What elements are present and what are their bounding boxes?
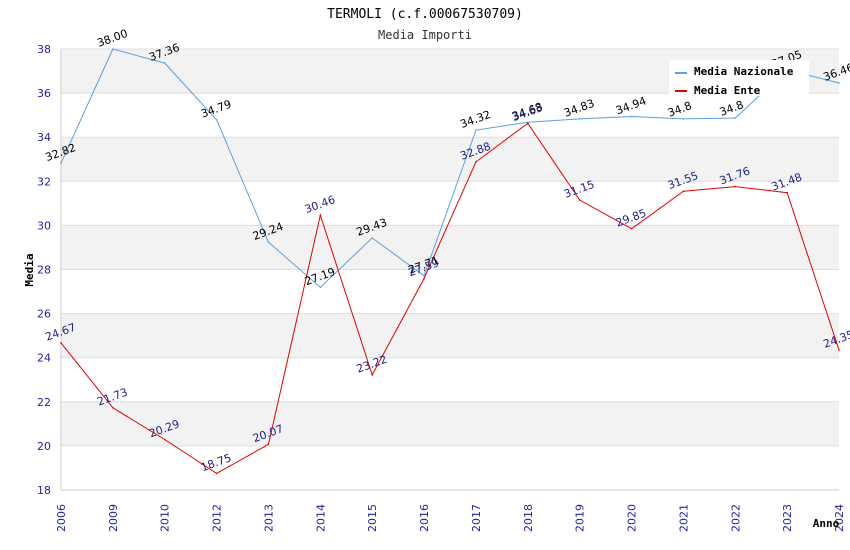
y-tick-label: 34 [37, 131, 51, 144]
x-tick-label: 2019 [574, 504, 587, 532]
y-tick-label: 18 [37, 484, 51, 497]
y-tick-label: 26 [37, 308, 51, 321]
legend-box [669, 60, 809, 96]
y-tick-label: 38 [37, 43, 51, 56]
x-tick-label: 2013 [262, 504, 275, 532]
data-point [734, 185, 737, 188]
x-tick-label: 2018 [522, 504, 535, 532]
data-label: 38.00 [95, 27, 129, 50]
data-point [475, 129, 477, 131]
data-point [682, 190, 685, 193]
x-tick-label: 2017 [470, 504, 483, 532]
data-point [163, 438, 166, 441]
x-tick-label: 2024 [833, 504, 846, 532]
data-point [734, 117, 737, 119]
data-label: 34.79 [199, 98, 233, 121]
x-tick-label: 2010 [159, 504, 172, 532]
data-point [786, 191, 788, 194]
x-tick-label: 2006 [55, 504, 68, 532]
data-point [112, 406, 114, 409]
series-line-1 [60, 122, 840, 475]
x-tick-label: 2015 [366, 504, 379, 532]
y-axis-label: Media [23, 253, 36, 286]
data-point [578, 199, 581, 201]
plot-band [61, 313, 839, 358]
data-point [423, 277, 425, 280]
data-point [630, 227, 633, 230]
series-line-0 [60, 48, 840, 289]
data-label: 30.46 [303, 193, 337, 216]
y-tick-label: 32 [37, 175, 51, 188]
data-point [527, 122, 529, 125]
data-point [163, 62, 166, 64]
y-tick-label: 22 [37, 396, 51, 409]
x-axis-label: Anno [813, 517, 840, 530]
data-point [838, 82, 840, 84]
data-label: 18.75 [199, 451, 233, 474]
data-point [319, 214, 322, 217]
y-tick-label: 24 [37, 352, 51, 365]
plot-band [61, 137, 839, 182]
plot-band [61, 401, 839, 446]
chart-subtitle: Media Importi [378, 28, 472, 42]
legend-label-nazionale: Media Nazionale [694, 65, 794, 78]
data-label: 34.94 [614, 94, 648, 117]
data-point [371, 237, 374, 239]
x-tick-label: 2014 [314, 504, 327, 532]
x-tick-label: 2016 [418, 504, 431, 532]
data-label: 34.83 [562, 97, 596, 120]
x-tick-label: 2020 [626, 504, 639, 532]
chart-title: TERMOLI (c.f.00067530709) [327, 7, 523, 22]
legend-label-ente: Media Ente [694, 84, 761, 97]
y-tick-label: 30 [37, 219, 51, 232]
data-point [60, 162, 62, 165]
x-tick-label: 2012 [211, 504, 224, 532]
data-label: 34.8 [718, 98, 745, 119]
gridlines [61, 48, 839, 491]
data-point [578, 118, 581, 120]
data-point [630, 115, 633, 118]
series-layer [60, 48, 840, 475]
data-label: 34.32 [459, 108, 493, 131]
x-tick-label: 2009 [107, 504, 120, 532]
data-point [682, 118, 685, 120]
y-tick-label: 20 [37, 440, 51, 453]
data-point [60, 342, 62, 344]
legend: Media Nazionale Media Ente [669, 60, 809, 97]
data-point [838, 349, 840, 351]
data-point [267, 241, 270, 243]
data-point [475, 161, 477, 163]
data-point [423, 275, 425, 277]
data-point [371, 374, 374, 376]
data-point [215, 118, 218, 121]
y-tick-label: 28 [37, 264, 51, 277]
data-point [112, 48, 114, 50]
data-point [215, 472, 218, 475]
data-label: 34.8 [666, 99, 693, 120]
y-tick-label: 36 [37, 87, 51, 100]
plot-bands [61, 49, 839, 446]
data-point [527, 121, 529, 124]
x-tick-label: 2023 [781, 504, 794, 532]
x-tick-label: 2021 [677, 504, 690, 532]
data-point [267, 443, 270, 446]
plot-band [61, 225, 839, 270]
x-tick-label: 2022 [729, 504, 742, 532]
data-point [319, 286, 322, 289]
